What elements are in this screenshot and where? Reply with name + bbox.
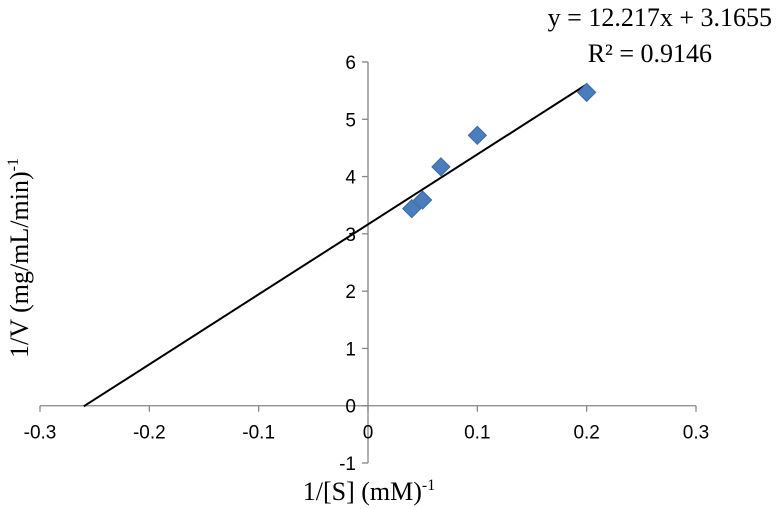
- x-tick-label: -0.2: [133, 423, 166, 444]
- data-points: [402, 82, 597, 219]
- y-tick-label: 4: [345, 168, 356, 189]
- y-axis-title-text: 1/V (mg/mL/min): [5, 171, 34, 358]
- trendline: [83, 83, 588, 408]
- x-tick-marks: [39, 405, 697, 412]
- x-tick-label: 0.1: [464, 423, 490, 444]
- x-axis-title: 1/[S] (mM)-1: [303, 477, 436, 506]
- axes-layer: [39, 61, 697, 464]
- x-tick-label: 0: [363, 423, 374, 444]
- y-tick-label: -1: [339, 454, 356, 475]
- data-point-diamond: [467, 125, 488, 146]
- x-tick-labels: -0.3 -0.2 -0.1 0 0.1 0.2 0.3: [24, 423, 710, 444]
- r-squared-label: R² = 0.9146: [588, 39, 712, 68]
- data-point-diamond: [576, 82, 597, 103]
- y-tick-label: 1: [345, 339, 356, 360]
- x-tick-label: 0.3: [683, 423, 709, 444]
- y-tick-label: 6: [345, 53, 356, 74]
- data-point-diamond: [402, 198, 422, 219]
- x-axis-title-sup: -1: [422, 477, 435, 494]
- x-tick-label: -0.3: [24, 423, 57, 444]
- y-tick-marks: [362, 61, 368, 464]
- x-tick-label: 0.2: [573, 423, 599, 444]
- x-axis-title-text: 1/[S] (mM): [303, 477, 422, 506]
- y-axis-title: 1/V (mg/mL/min)-1: [5, 158, 34, 358]
- y-tick-label: 0: [345, 397, 356, 418]
- y-axis-title-sup: -1: [5, 158, 22, 171]
- y-tick-labels: -10123456: [339, 53, 356, 475]
- data-point-diamond: [412, 190, 433, 210]
- y-tick-label: 2: [345, 282, 356, 303]
- x-tick-label: -0.1: [242, 423, 275, 444]
- data-point-diamond: [431, 157, 451, 177]
- trendline-equation: y = 12.217x + 3.1655: [548, 3, 772, 32]
- y-tick-label: 5: [345, 110, 356, 131]
